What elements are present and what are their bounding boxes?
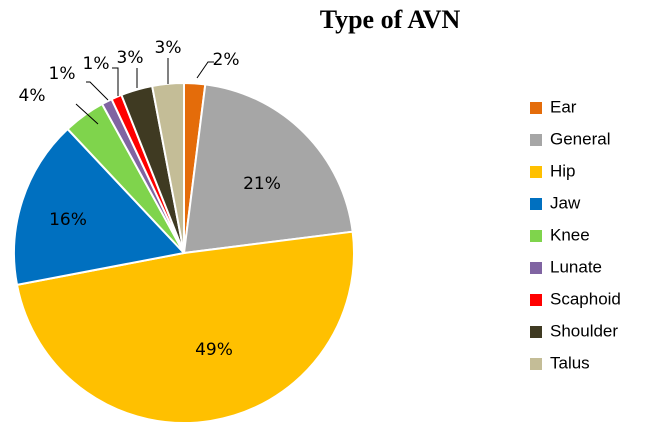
leader-line-ear [196,61,214,79]
slice-label-talus: 3% [155,38,182,58]
legend-swatch-knee [530,230,542,242]
legend-label-talus: Talus [550,353,590,372]
chart-title: Type of AVN [320,5,461,34]
legend-swatch-lunate [530,262,542,274]
slice-label-general: 21% [243,174,281,194]
legend: Ear General Hip Jaw Knee Lunate Scaphoid Should… [530,97,621,372]
slice-label-shoulder: 3% [117,48,144,68]
legend-swatch-jaw [530,198,542,210]
legend-label-knee: Knee [550,225,590,244]
slice-label-hip: 49% [195,340,233,360]
legend-label-hip: Hip [550,161,576,180]
slice-label-jaw: 16% [49,210,87,230]
leader-line-knee [75,103,99,125]
slice-general [182,83,354,255]
slice-labels: 2%21%49%16%4%1% 1% 3% 3% [19,38,281,360]
slice-jaw [13,127,186,287]
slice-label-lunate: 1% [49,64,76,84]
legend-swatch-hip [530,166,542,178]
legend-swatch-shoulder [530,326,542,338]
leader-lines [75,58,214,125]
slice-label-scaphoid: 1% [83,54,110,74]
legend-label-general: General [550,129,610,148]
slice-hip [15,230,356,425]
legend-swatch-ear [530,102,542,114]
legend-label-lunate: Lunate [550,257,602,276]
legend-label-shoulder: Shoulder [550,321,618,340]
leader-line-lunate [86,81,109,101]
leader-line-scaphoid [112,67,119,96]
slice-label-ear: 2% [213,50,240,70]
legend-swatch-general [530,134,542,146]
pie-slices [13,81,356,425]
legend-label-jaw: Jaw [550,193,581,212]
legend-swatch-talus [530,358,542,370]
legend-label-scaphoid: Scaphoid [550,289,621,308]
legend-swatch-scaphoid [530,294,542,306]
legend-label-ear: Ear [550,97,577,116]
slice-label-knee: 4% [19,86,46,106]
